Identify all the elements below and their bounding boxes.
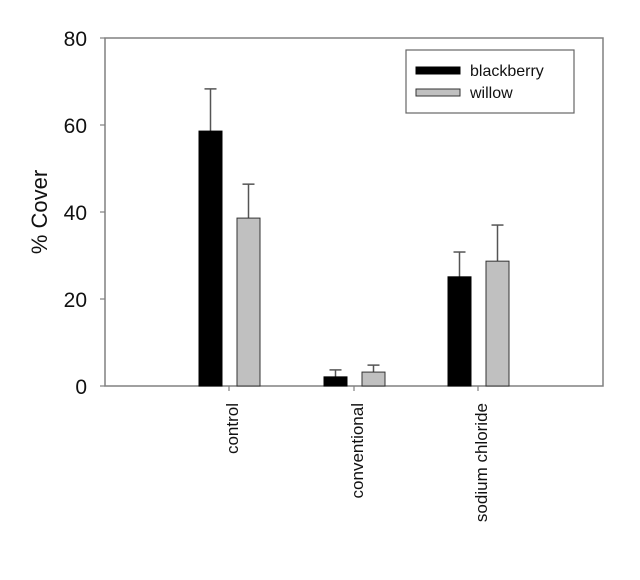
legend-label-willow: willow <box>469 85 513 102</box>
x-category-label: control <box>223 403 242 454</box>
y-axis-title: % Cover <box>27 170 52 254</box>
y-tick-label: 0 <box>75 376 87 399</box>
x-category-label: conventional <box>348 403 367 498</box>
bar-willow-sodium-chloride <box>485 260 510 387</box>
legend: blackberry willow <box>405 49 575 114</box>
bar-willow-control <box>236 217 261 387</box>
y-tick-label: 60 <box>64 115 87 138</box>
y-axis: 0 20 40 60 80 <box>64 28 105 399</box>
y-tick-label: 40 <box>64 202 87 225</box>
legend-swatch-blackberry <box>415 66 461 75</box>
y-tick-label: 80 <box>64 28 87 51</box>
bar-willow-conventional <box>361 371 386 387</box>
legend-label-blackberry: blackberry <box>470 63 544 80</box>
bar-blackberry-sodium-chloride <box>447 276 472 387</box>
x-axis: control conventional sodium chloride <box>223 386 491 522</box>
x-category-label: sodium chloride <box>472 403 491 522</box>
y-tick-label: 20 <box>64 289 87 312</box>
bar-blackberry-control <box>198 130 223 387</box>
legend-box <box>405 49 575 114</box>
bar-blackberry-conventional <box>323 376 348 387</box>
legend-swatch-willow <box>415 88 461 97</box>
bars <box>198 88 510 387</box>
